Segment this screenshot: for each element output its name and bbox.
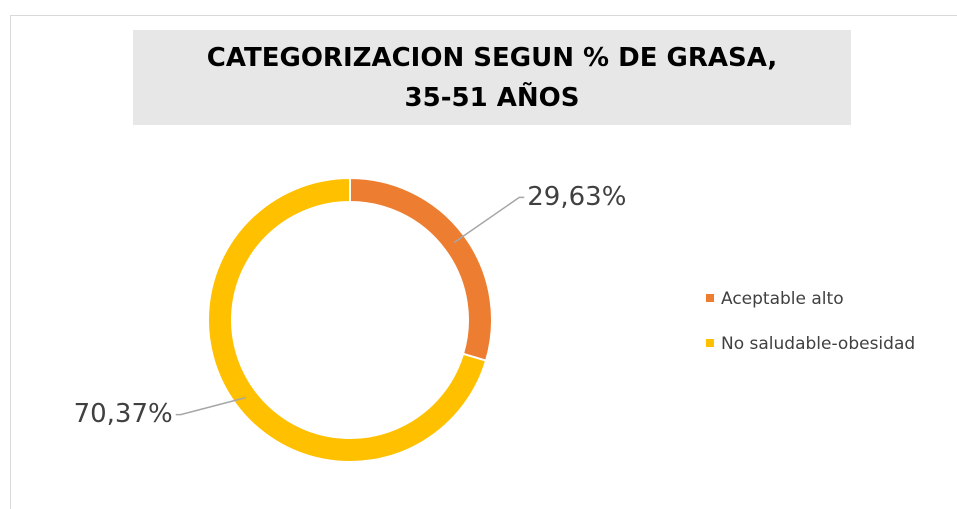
leader-line (453, 196, 525, 243)
legend-swatch (706, 294, 714, 302)
legend-swatch (706, 339, 714, 347)
chart-border (10, 15, 957, 509)
leader-line (175, 396, 246, 416)
chart-title: CATEGORIZACION SEGUN % DE GRASA, 35-51 A… (133, 30, 851, 125)
legend-label: No saludable-obesidad (721, 334, 915, 354)
legend-label: Aceptable alto (721, 289, 844, 309)
data-label: 29,63% (527, 182, 626, 212)
donut-segment (207, 176, 488, 463)
data-label: 70,37% (74, 399, 173, 429)
donut-segment (349, 176, 493, 362)
